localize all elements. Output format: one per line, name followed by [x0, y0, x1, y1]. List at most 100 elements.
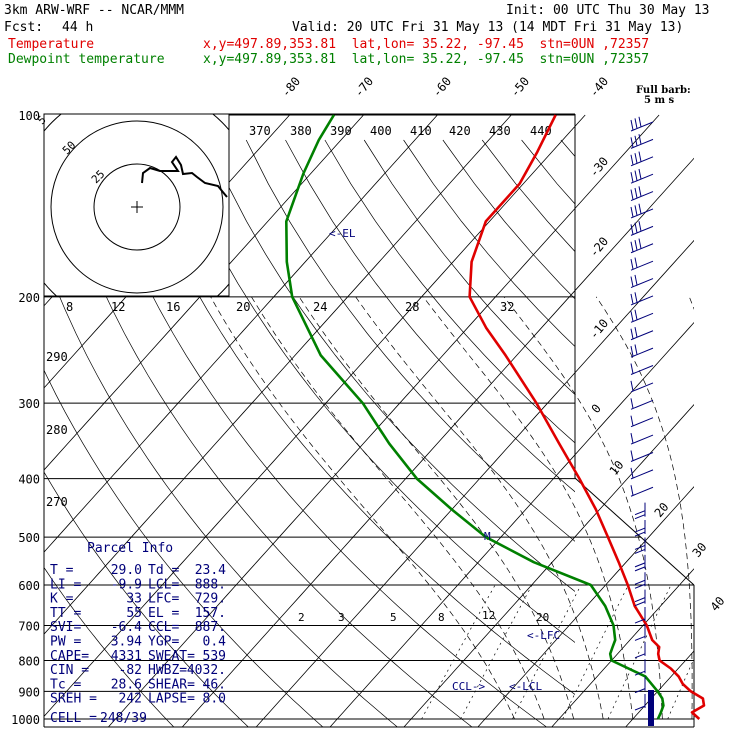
parcel-field-label: Td = [148, 563, 179, 578]
wind-barb-feather [634, 344, 638, 355]
mixing-ratio-label: 5 [390, 611, 397, 624]
theta-side-label: 270 [46, 495, 68, 509]
parcel-field-value: 539 [203, 649, 226, 664]
pressure-label: 900 [18, 685, 40, 699]
wind-barb-staff [630, 330, 654, 341]
dry-adiabat-line [44, 369, 324, 727]
wind-barb [630, 151, 654, 167]
wind-barb [630, 309, 654, 323]
parcel-field-value: 8.0 [203, 692, 226, 707]
forecast-label: Fcst: [4, 20, 43, 35]
parcel-info-box: Parcel Info T = 29.0 Td = 23.4 LI = -9.9 LCL= 8… [50, 541, 226, 726]
theta-label: 380 [290, 124, 312, 138]
wind-barb-staff [630, 278, 654, 289]
hodo-axis-tick: 16 [166, 300, 180, 314]
wind-barb [634, 624, 646, 641]
wind-barb-feather [630, 206, 634, 218]
parcel-field-value: -9.9 [111, 577, 142, 592]
wind-barb-staff [630, 138, 654, 149]
dry-adiabat-line [44, 256, 398, 727]
theta-label: 430 [489, 124, 511, 138]
pressure-label: 400 [18, 473, 40, 487]
dry-adiabat-line [206, 139, 575, 592]
parcel-field-value: 4032. [187, 663, 226, 678]
wind-barb [634, 572, 646, 589]
dry-adiabat-line [49, 139, 473, 727]
parcel-field-value: 4331 [111, 649, 142, 664]
parcel-field-label: TT = [50, 606, 81, 621]
hodo-axis-tick: 24 [313, 300, 327, 314]
moist-adiabat-line [422, 296, 634, 720]
wind-barb-feather [634, 292, 638, 303]
wind-barb-feather [638, 186, 642, 197]
wind-barb [630, 327, 654, 341]
wind-barb-staff [630, 312, 654, 323]
wind-barb-feather [638, 203, 642, 214]
wind-barb-feather [634, 670, 646, 676]
wind-barb-surface [648, 690, 654, 726]
temperature-profile [468, 114, 706, 720]
level-annotations: <-EL <-LFC <-LCL CCL-> M [329, 227, 560, 693]
theta-side-label: 280 [46, 423, 68, 437]
wind-barb-feather [634, 170, 638, 181]
parcel-field-value: 29.0 [111, 563, 142, 578]
level-annotation: <-EL [329, 227, 356, 240]
wind-barb-feather [630, 137, 634, 148]
wind-barb [634, 589, 646, 607]
hodo-axis-tick: 32 [500, 300, 514, 314]
parcel-field-label: LFC= [148, 592, 179, 607]
parcel-cell-label: CELL = [50, 711, 97, 726]
wind-barb-staff [630, 173, 654, 184]
wind-barb [630, 257, 654, 271]
wind-barb [634, 694, 646, 711]
wind-barb [630, 467, 654, 480]
wind-barb-staff [630, 121, 654, 132]
mixing-ratio-label: 3 [338, 611, 345, 624]
wind-barbs [630, 116, 654, 726]
temperature-legend: Temperature [8, 37, 94, 52]
wind-barb-feather [634, 705, 646, 711]
wind-barb [634, 607, 646, 624]
wind-barb-staff [630, 191, 654, 202]
theta-label: 400 [370, 124, 392, 138]
wind-barb-staff [630, 452, 654, 462]
wind-barb [630, 134, 654, 149]
wind-barb-feather [634, 531, 646, 537]
mixing-ratio-label: 12 [482, 609, 495, 622]
mixing-ratio-label: 20 [536, 611, 549, 624]
valid-time: Valid: 20 UTC Fri 31 May 13 (14 MDT Fri … [292, 20, 683, 35]
dry-adiabat-line [88, 139, 548, 727]
forecast-hours: 44 h [62, 20, 93, 35]
wind-barb-staff [630, 469, 654, 480]
wind-barb-feather [634, 135, 638, 146]
wind-barb-feather [634, 544, 646, 550]
isotherm-line [403, 404, 694, 727]
parcel-field-label: K = [50, 592, 74, 607]
wind-barb-feather [634, 118, 638, 129]
theta-label: 390 [330, 124, 352, 138]
parcel-field-value: 887. [195, 620, 226, 635]
wind-barb [630, 292, 654, 306]
wind-barb-feather [634, 514, 646, 520]
parcel-field-value: 157. [195, 606, 226, 621]
mixing-ratio-line [667, 657, 694, 720]
pressure-label: 500 [18, 531, 40, 545]
wind-barb-feather [630, 450, 634, 461]
wind-barb-feather [638, 221, 642, 232]
wind-barb [630, 398, 654, 410]
wind-barb-feather [634, 187, 638, 199]
wind-barb-staff [630, 156, 654, 167]
dry-adiabat-line [44, 471, 249, 727]
dewpoint-profile [284, 114, 665, 720]
wind-barb-feather [630, 172, 634, 183]
wind-barb-feather [630, 311, 634, 322]
wind-barb-staff [630, 260, 654, 271]
isotherm-line [44, 114, 438, 553]
wind-barb [630, 363, 654, 375]
isotherm-line [477, 486, 694, 727]
parcel-field-value: 888. [195, 577, 226, 592]
parcel-field-value: 33 [126, 592, 142, 607]
wind-barb-feather [638, 168, 642, 180]
wind-barb-feather [634, 688, 646, 694]
